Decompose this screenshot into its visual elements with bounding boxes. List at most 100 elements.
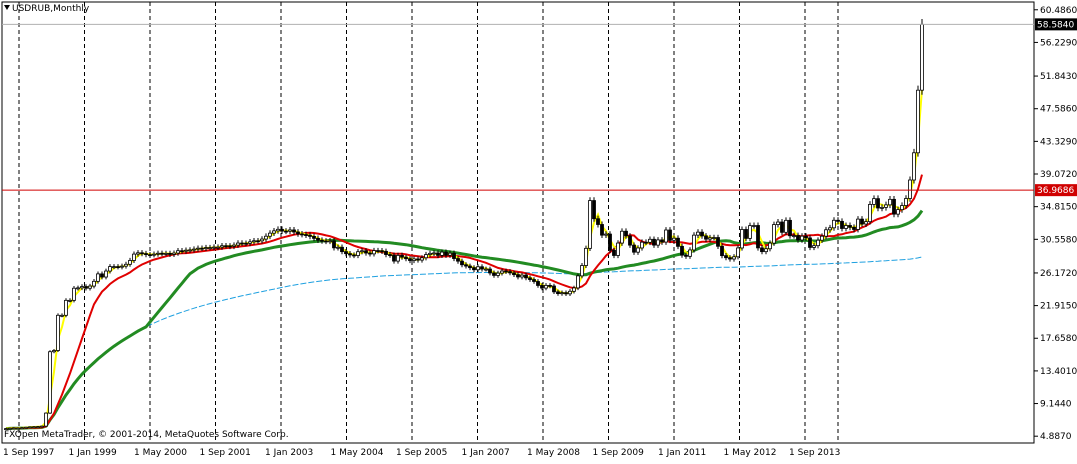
candle <box>372 247 376 257</box>
candle <box>808 235 812 251</box>
candle-body <box>496 272 500 276</box>
candle <box>364 248 368 256</box>
candle <box>416 256 420 263</box>
candle <box>796 232 800 243</box>
candle <box>832 217 836 231</box>
candle <box>300 231 304 238</box>
candle <box>244 240 248 247</box>
candle <box>612 247 616 259</box>
candle-body <box>320 239 324 242</box>
candle-body <box>524 274 528 279</box>
symbol-title[interactable]: USDRUB,Monthly <box>4 4 89 14</box>
candle <box>388 251 392 258</box>
candle <box>800 233 804 243</box>
candle <box>856 216 860 233</box>
candle <box>532 277 536 284</box>
candle <box>556 289 560 296</box>
candle-body <box>384 250 388 255</box>
candle-body <box>444 251 448 256</box>
candle <box>180 248 184 254</box>
candle-body <box>576 275 580 289</box>
candle-body <box>60 314 64 317</box>
candle-body <box>564 292 568 295</box>
candle <box>32 426 36 429</box>
x-axis: 1 Sep 1997 1 Jan 1999 1 May 2000 1 Sep 2001… <box>3 448 840 458</box>
candle-body <box>728 257 732 260</box>
candle-body <box>340 246 344 253</box>
candle <box>256 237 260 244</box>
candle-body <box>68 299 72 302</box>
candle-body <box>508 271 512 274</box>
candle <box>660 237 664 245</box>
candle-body <box>636 247 640 253</box>
candle <box>700 229 704 239</box>
y-tick-label: 34.8150 <box>1040 203 1077 213</box>
candle-body <box>648 238 652 243</box>
candle <box>160 250 164 257</box>
candle <box>172 250 176 258</box>
candle-body <box>152 253 156 256</box>
x-tick-label: 1 May 2012 <box>724 448 777 458</box>
candle-body <box>144 253 148 256</box>
hline-badge-label: 36.9686 <box>1037 186 1074 196</box>
candle-body <box>868 203 872 223</box>
candle <box>888 196 892 209</box>
candle-body <box>596 218 600 225</box>
candle <box>880 204 884 212</box>
candle-body <box>608 233 612 251</box>
candle-body <box>288 229 292 232</box>
candle <box>208 244 212 251</box>
candle <box>136 250 140 257</box>
candle-body <box>864 221 868 225</box>
candle <box>224 243 228 249</box>
candle-body <box>156 252 160 255</box>
candle <box>60 313 64 318</box>
candle-body <box>904 198 908 206</box>
candle-body <box>736 247 740 258</box>
candle-body <box>716 237 720 247</box>
candle-body <box>240 242 244 245</box>
candle-body <box>700 231 704 237</box>
candle <box>380 248 384 255</box>
candle <box>88 283 92 291</box>
candle-body <box>356 251 360 256</box>
candle <box>480 264 484 272</box>
dropdown-triangle-icon[interactable] <box>4 5 10 10</box>
candle <box>528 275 532 282</box>
y-tick-label: 56.2290 <box>1040 38 1077 48</box>
candle <box>884 201 888 211</box>
candle-body <box>72 287 76 301</box>
candle-body <box>268 232 272 237</box>
candle-body <box>568 290 572 295</box>
candle-body <box>460 260 464 266</box>
candle <box>756 222 760 251</box>
candle <box>64 298 68 318</box>
candle-body <box>84 286 88 289</box>
candle <box>264 233 268 242</box>
candle <box>288 227 292 235</box>
candle-body <box>824 229 828 237</box>
candle <box>340 244 344 255</box>
candle-body <box>776 221 780 225</box>
candle <box>460 258 464 268</box>
candle <box>584 245 588 269</box>
candle-body <box>424 254 428 259</box>
candle-body <box>80 286 84 289</box>
candle <box>768 240 772 252</box>
candle <box>900 202 904 213</box>
candle-body <box>184 249 188 252</box>
x-tick-label: 1 Jan 2011 <box>658 448 706 458</box>
candle-body <box>172 252 176 255</box>
candle <box>476 264 480 273</box>
candle-body <box>480 266 484 270</box>
candle-body <box>800 235 804 241</box>
candle-body <box>828 227 832 231</box>
candle-body <box>888 198 892 206</box>
candle <box>624 228 628 239</box>
candle-body <box>724 255 728 259</box>
candle-body <box>104 270 108 278</box>
candle-body <box>92 280 96 287</box>
candle <box>908 176 912 202</box>
